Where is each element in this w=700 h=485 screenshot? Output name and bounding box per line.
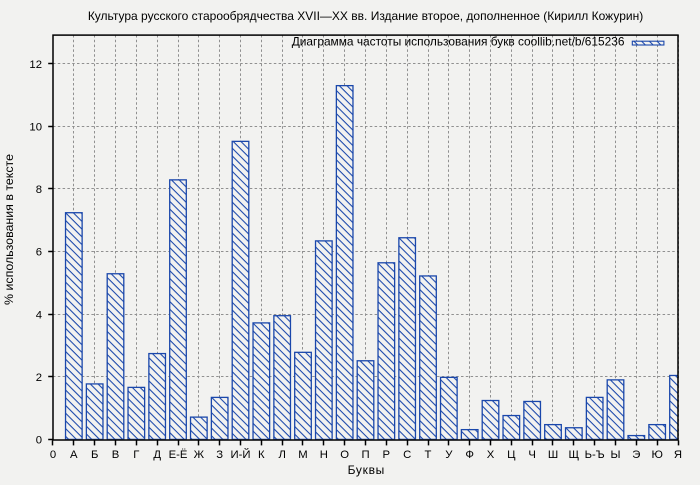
svg-text:В: В — [112, 449, 120, 461]
svg-text:Д: Д — [153, 449, 161, 461]
svg-text:Ь-Ъ: Ь-Ъ — [585, 449, 605, 461]
svg-text:2: 2 — [36, 372, 42, 384]
svg-text:А: А — [70, 449, 78, 461]
svg-text:Ы: Ы — [610, 449, 620, 461]
svg-text:Э: Э — [632, 449, 640, 461]
svg-text:И-Й: И-Й — [230, 448, 250, 461]
svg-text:М: М — [298, 449, 307, 461]
svg-text:У: У — [445, 449, 453, 461]
svg-text:Культура русского старообрядче: Культура русского старообрядчества XVII—… — [88, 9, 643, 23]
svg-text:Диаграмма частоты использовани: Диаграмма частоты использования букв coo… — [292, 35, 625, 49]
svg-text:Т: Т — [425, 449, 432, 461]
svg-text:4: 4 — [36, 309, 42, 321]
svg-text:6: 6 — [36, 247, 42, 259]
svg-text:О: О — [340, 449, 349, 461]
svg-text:П: П — [361, 449, 369, 461]
svg-text:Ш: Ш — [548, 449, 558, 461]
svg-text:Б: Б — [91, 449, 98, 461]
svg-text:8: 8 — [36, 184, 42, 196]
svg-text:К: К — [258, 449, 265, 461]
svg-text:Ч: Ч — [528, 449, 536, 461]
svg-text:З: З — [216, 449, 223, 461]
svg-text:Г: Г — [133, 449, 139, 461]
svg-text:0: 0 — [36, 435, 42, 447]
svg-text:Х: Х — [487, 449, 495, 461]
svg-text:0: 0 — [50, 449, 56, 461]
svg-text:Л: Л — [278, 449, 285, 461]
svg-text:Н: Н — [320, 449, 328, 461]
svg-text:Ж: Ж — [194, 449, 205, 461]
svg-text:Я: Я — [674, 449, 682, 461]
svg-text:10: 10 — [29, 122, 42, 134]
svg-text:Е-Ё: Е-Ё — [169, 449, 188, 461]
svg-text:Ц: Ц — [507, 449, 516, 461]
svg-text:12: 12 — [29, 59, 42, 71]
svg-text:С: С — [403, 449, 411, 461]
svg-text:Буквы: Буквы — [348, 463, 385, 477]
svg-text:% использования в тексте: % использования в тексте — [2, 154, 16, 305]
svg-text:Ю: Ю — [651, 449, 662, 461]
svg-text:Ф: Ф — [465, 449, 474, 461]
svg-text:Щ: Щ — [569, 449, 580, 461]
svg-text:Р: Р — [383, 449, 391, 461]
